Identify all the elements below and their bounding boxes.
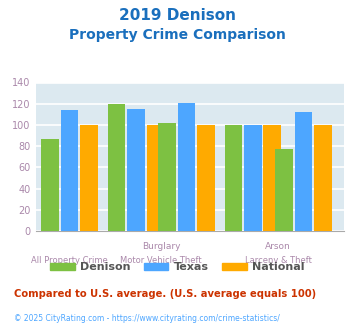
Bar <box>80 125 98 231</box>
Bar <box>314 125 332 231</box>
Bar <box>147 125 164 231</box>
Bar <box>158 123 176 231</box>
Bar <box>197 125 215 231</box>
Text: Larceny & Theft: Larceny & Theft <box>245 256 312 265</box>
Text: Arson: Arson <box>265 242 291 251</box>
Bar <box>224 125 242 231</box>
Bar <box>108 104 125 231</box>
Bar <box>178 103 195 231</box>
Text: Motor Vehicle Theft: Motor Vehicle Theft <box>120 256 202 265</box>
Text: 2019 Denison: 2019 Denison <box>119 8 236 23</box>
Bar <box>244 125 262 231</box>
Bar <box>127 109 144 231</box>
Text: Burglary: Burglary <box>142 242 180 251</box>
Bar <box>61 110 78 231</box>
Text: All Property Crime: All Property Crime <box>31 256 108 265</box>
Text: © 2025 CityRating.com - https://www.cityrating.com/crime-statistics/: © 2025 CityRating.com - https://www.city… <box>14 314 280 323</box>
Text: Property Crime Comparison: Property Crime Comparison <box>69 28 286 42</box>
Bar <box>275 149 293 231</box>
Legend: Denison, Texas, National: Denison, Texas, National <box>46 258 309 277</box>
Text: Compared to U.S. average. (U.S. average equals 100): Compared to U.S. average. (U.S. average … <box>14 289 316 299</box>
Bar <box>295 112 312 231</box>
Bar <box>41 139 59 231</box>
Bar <box>263 125 281 231</box>
